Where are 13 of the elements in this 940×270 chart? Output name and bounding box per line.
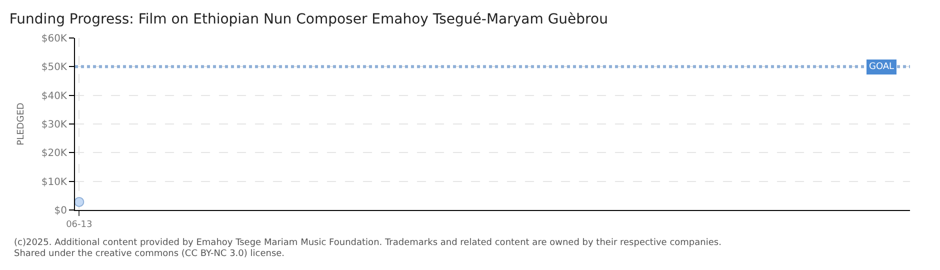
y-tick-label: $10K — [41, 176, 68, 188]
y-tick-label: $0 — [54, 206, 67, 216]
ref-line-label: GOAL — [869, 62, 894, 72]
text: (c)2025. Additional content provided by Emahoy Tsege Mariam Music Foundation. Trademarks and related content are owned by their respective companies. — [14, 238, 722, 248]
text: Funding Progress: Film on Ethiopian Nun Composer Emahoy Tsegué-Maryam Guèbrou — [9, 11, 608, 28]
y-axis-title: PLEDGED — [16, 102, 27, 146]
y-tick-label: $20K — [41, 148, 68, 160]
y-tick-label: $60K — [41, 34, 68, 44]
text: Shared under the creative commons (CC BY-NC 3.0) license. — [14, 249, 285, 259]
y-tick-label: $50K — [41, 62, 68, 74]
y-tick-label: $40K — [41, 90, 68, 102]
x-tick-label: 06-13 — [66, 220, 92, 230]
y-tick-label: $30K — [41, 120, 68, 130]
